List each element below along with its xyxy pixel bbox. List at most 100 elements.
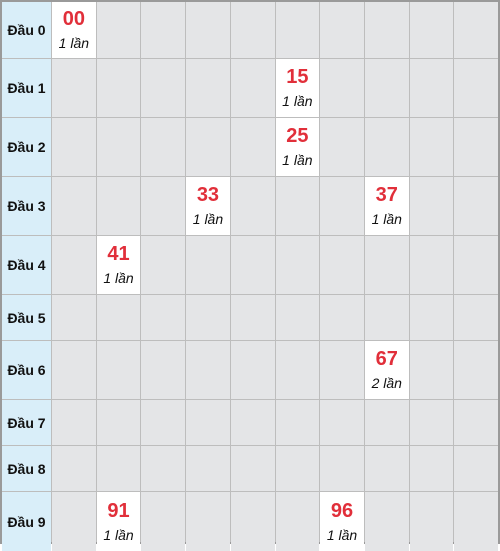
table-cell [409,492,454,551]
occurrence-count: 1 lần [58,35,90,51]
occurrence-count: 1 lần [371,211,402,227]
table-cell [141,2,186,58]
table-cell [454,118,498,176]
table-cell [186,446,230,491]
table-cell [141,446,186,491]
table-cell [96,177,141,235]
table-cell [409,177,454,235]
number-cell: 25 1 lần [275,118,320,176]
table-cell [52,236,96,294]
table-cell [96,400,141,445]
row-header: Đầu 1 [2,59,51,117]
occurrence-count: 1 lần [192,211,224,227]
table-cell [230,118,275,176]
table-cell [186,59,230,117]
row-header: Đầu 6 [2,341,51,399]
table-cell [96,2,141,58]
table-cell [409,295,454,340]
number-value: 91 [107,499,130,522]
table-cell [275,446,320,491]
table-cell [52,492,96,551]
table-cell [454,177,498,235]
table-cell [141,236,186,294]
table-cell [230,492,275,551]
row-header: Đầu 8 [2,446,51,491]
table-cell [454,2,498,58]
table-cell [141,118,186,176]
table-cell [364,118,409,176]
table-cell [275,236,320,294]
table-cell [96,295,141,340]
occurrence-count: 1 lần [103,270,134,286]
table-cell [320,59,364,117]
table-cell [454,236,498,294]
table-cell [320,446,364,491]
table-cell [141,341,186,399]
table-cell [409,236,454,294]
occurrence-count: 1 lần [282,93,313,109]
table-cell [52,59,96,117]
table-cell [141,492,186,551]
table-cell [320,2,364,58]
table-cell [186,236,230,294]
table-cell [96,446,141,491]
number-value: 15 [286,66,309,88]
number-value: 33 [196,184,220,206]
table-cell [141,59,186,117]
number-value: 37 [375,184,398,206]
table-cell [275,400,320,445]
table-cell [186,295,230,340]
table-cell [141,295,186,340]
table-cell [364,2,409,58]
row-header: Đầu 0 [2,2,51,58]
table-cell [364,446,409,491]
table-cell [275,177,320,235]
table-cell [454,446,498,491]
table-cell [96,118,141,176]
number-cell: 15 1 lần [275,59,320,117]
occurrence-count: 1 lần [103,526,134,543]
table-cell [364,295,409,340]
number-value: 96 [330,499,354,522]
table-cell [275,295,320,340]
table-cell [409,118,454,176]
number-cell: 33 1 lần [186,177,230,235]
table-cell [52,400,96,445]
table-cell [52,177,96,235]
number-cell: 91 1 lần [96,492,141,551]
table-cell [230,59,275,117]
occurrence-count: 1 lần [282,152,313,168]
table-cell [52,118,96,176]
table-cell [186,400,230,445]
table-cell [454,59,498,117]
occurrence-count: 1 lần [326,526,358,543]
table-cell [364,59,409,117]
number-value: 00 [62,8,85,30]
table-cell [230,2,275,58]
table-cell [141,400,186,445]
table-cell [409,341,454,399]
row-header: Đầu 4 [2,236,51,294]
table-cell [186,2,230,58]
occurrence-count: 2 lần [371,375,402,391]
number-value: 67 [375,348,398,370]
table-cell [275,341,320,399]
table-cell [230,341,275,399]
table-cell [364,236,409,294]
row-header: Đầu 3 [2,177,51,235]
table-cell [409,400,454,445]
table-cell [320,295,364,340]
number-value: 41 [107,243,130,265]
table-cell [409,59,454,117]
row-header: Đầu 9 [2,492,51,551]
table-cell [230,400,275,445]
number-cell: 67 2 lần [364,341,409,399]
table-cell [454,400,498,445]
number-cell: 00 1 lần [52,2,96,58]
table-cell [52,341,96,399]
row-header: Đầu 7 [2,400,51,445]
table-cell [364,400,409,445]
number-value: 25 [286,125,309,147]
table-cell [141,177,186,235]
